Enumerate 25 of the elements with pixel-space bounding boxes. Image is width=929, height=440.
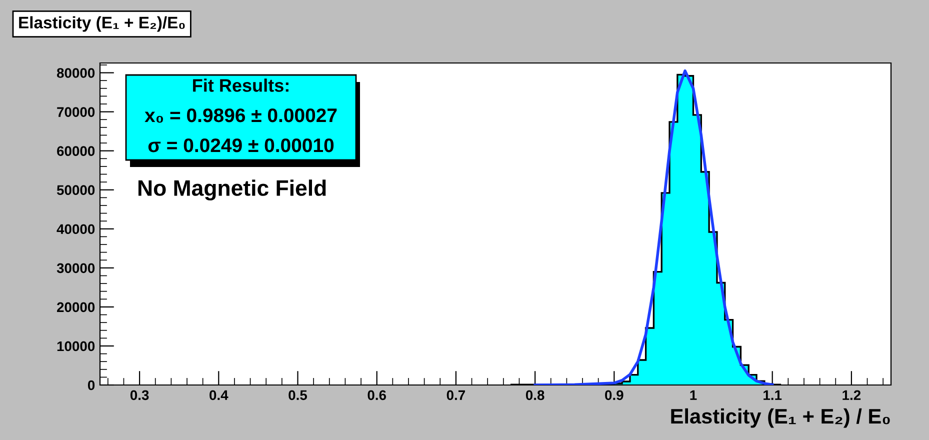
y-tick-label: 20000 bbox=[57, 302, 95, 312]
x-tick-label: 0.3 bbox=[130, 390, 149, 400]
x-tick-label: 1.2 bbox=[842, 390, 861, 400]
y-tick-label: 50000 bbox=[56, 185, 95, 196]
x-tick-label: 0.7 bbox=[446, 390, 465, 400]
y-tick-label: 10000 bbox=[57, 341, 95, 352]
y-tick-label: 80000 bbox=[56, 68, 95, 78]
x-axis-title: Elasticity (E₁ + E₂) / E₀ bbox=[671, 408, 890, 428]
y-tick-label: 40000 bbox=[56, 224, 95, 234]
x-tick-label: 0.9 bbox=[605, 390, 624, 400]
x-tick-label: 1.1 bbox=[764, 390, 782, 400]
annotation: No Magnetic Field bbox=[138, 180, 326, 200]
y-tick-label: 0 bbox=[88, 380, 95, 390]
y-tick-label: 70000 bbox=[57, 107, 95, 117]
y-tick-label: 30000 bbox=[56, 263, 95, 274]
annotation: σ = 0.0249 ± 0.00010 bbox=[148, 138, 334, 152]
chart-title: Elasticity (E₁ + E₂)/E₀ bbox=[19, 16, 185, 32]
annotation: x₀ = 0.9896 ± 0.00027 bbox=[144, 108, 337, 123]
x-tick-label: 0.5 bbox=[288, 390, 308, 400]
x-tick-label: 0.4 bbox=[210, 390, 228, 400]
y-tick-label: 60000 bbox=[57, 146, 95, 156]
x-tick-label: 0.8 bbox=[526, 390, 544, 400]
x-tick-label: 0.6 bbox=[368, 390, 386, 400]
annotation: Fit Results: bbox=[193, 78, 288, 92]
x-tick-label: 1 bbox=[690, 390, 697, 400]
